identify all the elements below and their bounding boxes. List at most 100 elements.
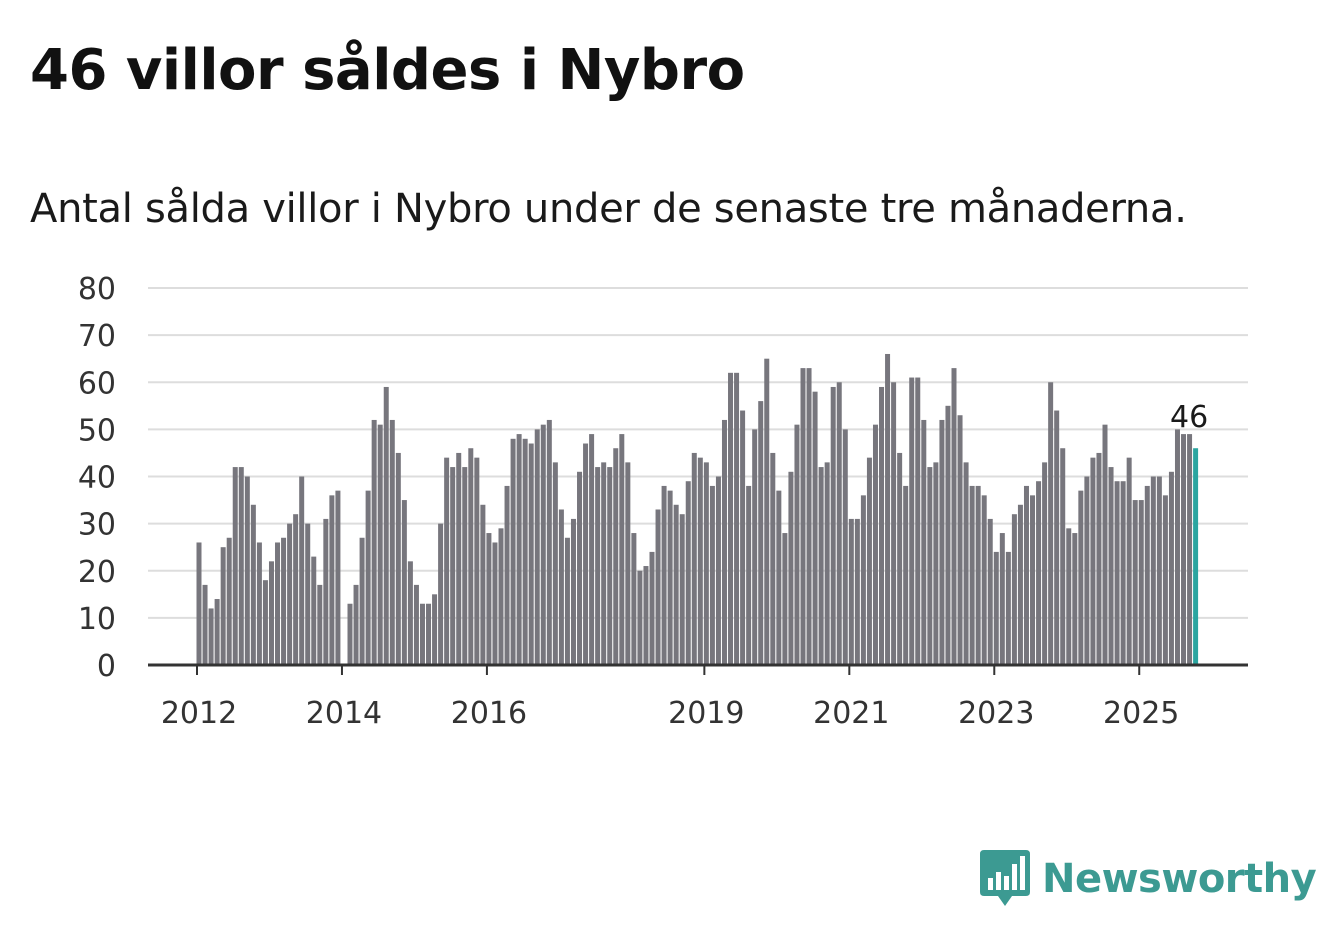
bar — [299, 476, 305, 665]
bar — [613, 448, 619, 665]
bar — [564, 537, 570, 665]
bar — [220, 547, 226, 665]
bar — [347, 603, 353, 665]
bar — [504, 485, 510, 665]
bar — [214, 599, 220, 665]
bar — [1090, 457, 1096, 665]
bar — [208, 608, 214, 665]
bar — [1036, 481, 1042, 665]
bar — [426, 603, 432, 665]
bar — [1138, 500, 1144, 665]
bar — [438, 523, 444, 665]
bar — [1132, 500, 1138, 665]
bar — [383, 386, 389, 665]
bar — [577, 471, 583, 665]
bar — [570, 518, 576, 665]
bar — [419, 603, 425, 665]
bar — [1102, 424, 1108, 665]
x-tick-label: 2016 — [451, 696, 527, 731]
bar — [897, 452, 903, 665]
bar — [287, 523, 293, 665]
bar — [558, 509, 564, 665]
bars — [196, 353, 1199, 665]
bar — [226, 537, 232, 665]
bar — [329, 495, 335, 665]
bar — [486, 533, 492, 665]
bar — [734, 372, 740, 665]
bar — [250, 504, 256, 665]
bar — [595, 467, 601, 665]
bar — [607, 467, 613, 665]
bar — [655, 509, 661, 665]
bar — [975, 485, 981, 665]
bar — [752, 429, 758, 665]
y-tick-label: 70 — [78, 319, 116, 354]
bar — [679, 514, 685, 665]
bar — [492, 542, 498, 665]
bar — [993, 551, 999, 665]
bar — [721, 419, 727, 665]
bar — [830, 386, 836, 665]
bar — [196, 542, 202, 665]
bar — [1108, 467, 1114, 665]
bar — [879, 386, 885, 665]
bar — [891, 382, 897, 665]
bar — [794, 424, 800, 665]
bar — [1181, 434, 1187, 665]
bar — [275, 542, 281, 665]
bar — [540, 424, 546, 665]
bar — [885, 353, 891, 665]
bar — [836, 382, 842, 665]
bar — [776, 490, 782, 665]
bar — [601, 462, 607, 665]
bar — [1126, 457, 1132, 665]
bar — [262, 580, 268, 665]
bar — [1066, 528, 1072, 665]
bar — [498, 528, 504, 665]
bar — [589, 434, 595, 665]
bar — [1030, 495, 1036, 665]
bar — [927, 467, 933, 665]
bar — [1084, 476, 1090, 665]
bar — [1144, 485, 1150, 665]
chart-title: 46 villor såldes i Nybro — [30, 38, 745, 103]
newsworthy-logo[interactable]: Newsworthy — [980, 850, 1317, 908]
bar — [583, 443, 589, 665]
bar — [685, 481, 691, 665]
bar — [1048, 382, 1054, 665]
x-tick-label: 2019 — [668, 696, 744, 731]
bar — [746, 485, 752, 665]
y-tick-label: 40 — [78, 461, 116, 496]
chart-subtitle: Antal sålda villor i Nybro under de sena… — [30, 186, 1187, 232]
bar — [969, 485, 975, 665]
bar — [909, 377, 915, 665]
bar — [256, 542, 262, 665]
bar — [1072, 533, 1078, 665]
bar — [371, 419, 377, 665]
bar — [915, 377, 921, 665]
bar — [450, 467, 456, 665]
bar — [552, 462, 558, 665]
y-tick-label: 20 — [78, 555, 116, 590]
bar — [921, 419, 927, 665]
x-tick-label: 2023 — [958, 696, 1034, 731]
bar — [903, 485, 909, 665]
bar — [528, 443, 534, 665]
bar — [981, 495, 987, 665]
y-tick-label: 0 — [97, 649, 116, 684]
bar — [1011, 514, 1017, 665]
y-tick-label: 30 — [78, 508, 116, 543]
bar — [848, 518, 854, 665]
bar — [1168, 471, 1174, 665]
bar — [395, 452, 401, 665]
bar — [510, 438, 516, 665]
bar — [661, 485, 667, 665]
bar — [462, 467, 468, 665]
bar — [1187, 434, 1193, 665]
bar — [1120, 481, 1126, 665]
bar — [1054, 410, 1060, 665]
bar — [534, 429, 540, 665]
bar — [951, 368, 957, 665]
bar — [945, 405, 951, 665]
